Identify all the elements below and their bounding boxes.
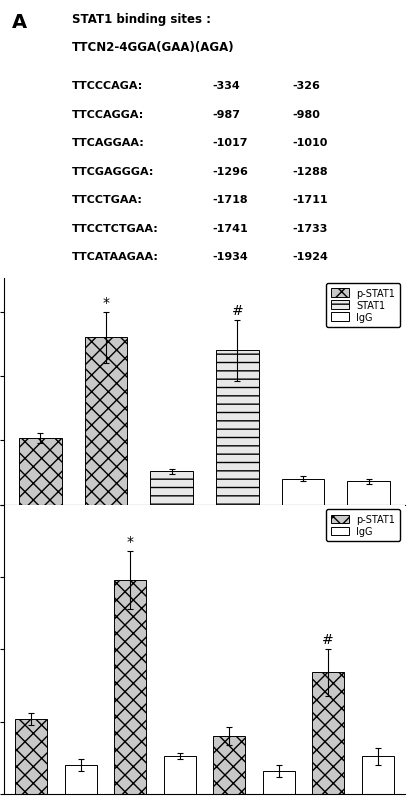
Text: -2128: -2128 [213, 281, 248, 290]
Bar [347, 482, 390, 505]
Text: -1288: -1288 [293, 167, 328, 176]
Bar [216, 351, 259, 505]
Bar [85, 338, 127, 505]
Text: #: # [322, 633, 334, 646]
Bar [150, 472, 193, 505]
Text: IFN-α (100U/ml): IFN-α (100U/ml) [160, 541, 249, 551]
Text: #: # [231, 303, 243, 318]
Text: -326: -326 [293, 81, 321, 91]
Text: -1741: -1741 [213, 224, 248, 233]
Bar [164, 756, 196, 794]
Text: -987: -987 [213, 110, 240, 119]
Text: -1711: -1711 [293, 195, 328, 205]
Text: STAT1 binding sites :: STAT1 binding sites : [72, 14, 211, 26]
Text: -334: -334 [213, 81, 240, 91]
Text: A: A [12, 14, 27, 32]
Bar [114, 580, 146, 794]
Text: -1718: -1718 [213, 195, 248, 205]
Bar [282, 480, 324, 505]
Text: -980: -980 [293, 110, 321, 119]
Legend: p-STAT1, IgG: p-STAT1, IgG [326, 510, 400, 541]
Text: TTCCTCTGAA:: TTCCTCTGAA: [72, 224, 159, 233]
Text: -1733: -1733 [293, 224, 328, 233]
Text: TTCCAGGA:: TTCCAGGA: [72, 110, 144, 119]
Text: -1924: -1924 [293, 252, 328, 262]
Text: *: * [127, 534, 134, 549]
Bar [213, 736, 245, 794]
Legend: p-STAT1, STAT1, IgG: p-STAT1, STAT1, IgG [326, 284, 400, 327]
Text: TTCCTGAA:: TTCCTGAA: [72, 195, 143, 205]
Bar [362, 756, 394, 794]
Text: -1010: -1010 [293, 138, 328, 148]
Text: -1296: -1296 [213, 167, 248, 176]
Text: TTCAGGAA:: TTCAGGAA: [72, 138, 145, 148]
Bar [15, 719, 47, 794]
Bar [312, 673, 344, 794]
Text: TTCN2-4GGA(GAA)(AGA): TTCN2-4GGA(GAA)(AGA) [72, 41, 235, 54]
Text: -2120: -2120 [293, 281, 328, 290]
Text: TTCATAAGAA:: TTCATAAGAA: [72, 252, 159, 262]
Text: *: * [102, 296, 110, 310]
Text: TTCAGTGGA:: TTCAGTGGA: [72, 281, 153, 290]
Text: -1017: -1017 [213, 138, 248, 148]
Bar [263, 771, 295, 794]
Text: -1934: -1934 [213, 252, 248, 262]
Text: TTCCCAGA:: TTCCCAGA: [72, 81, 144, 91]
Bar [19, 438, 62, 505]
Bar [65, 765, 97, 794]
Text: TTCGAGGGA:: TTCGAGGGA: [72, 167, 155, 176]
